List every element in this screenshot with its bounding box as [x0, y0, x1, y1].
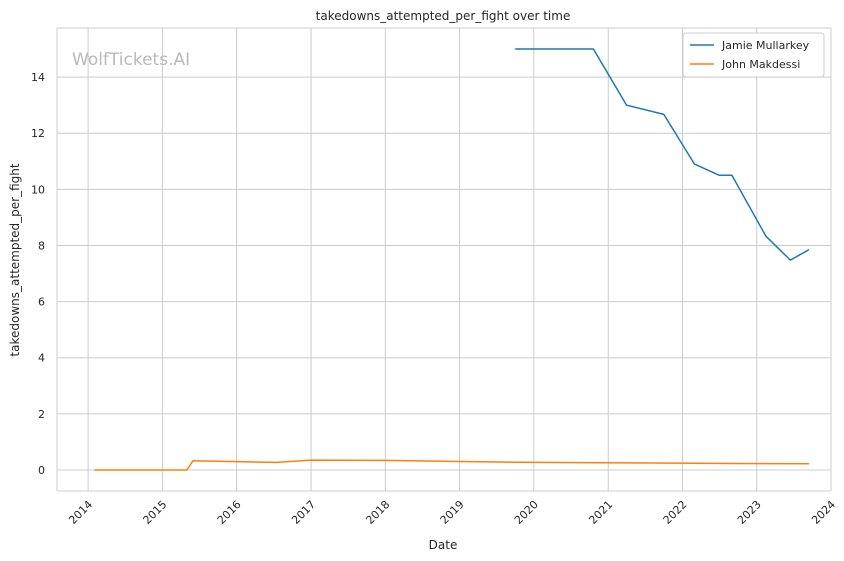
watermark: WolfTickets.AI: [72, 50, 190, 70]
legend-label-jamie-mullarkey: Jamie Mullarkey: [721, 39, 810, 52]
y-tick-label: 14: [31, 71, 45, 84]
chart-title: takedowns_attempted_per_fight over time: [316, 9, 571, 23]
y-axis-label: takedowns_attempted_per_fight: [8, 163, 22, 356]
y-axis-ticks: 0 2 4 6 8 10 12 14: [31, 71, 45, 477]
legend-label-john-makdessi: John Makdessi: [721, 58, 800, 71]
legend: Jamie Mullarkey John Makdessi: [682, 32, 825, 78]
y-tick-label: 2: [38, 408, 45, 421]
series-line-john-makdessi: [94, 459, 810, 471]
y-tick-label: 4: [38, 352, 45, 365]
series-lines: [94, 48, 810, 471]
series-line-jamie-mullarkey: [515, 48, 810, 261]
plot-frame: [56, 27, 832, 492]
y-tick-label: 12: [31, 127, 45, 140]
y-tick-label: 8: [38, 239, 45, 252]
x-axis-ticks: 2014 2015 2016 2017 2018 2019 2020 2021 2022 2023…: [66, 498, 838, 527]
plot-area: [56, 27, 832, 492]
x-axis-label: Date: [429, 538, 458, 552]
y-tick-label: 6: [38, 296, 45, 309]
y-tick-label: 0: [38, 464, 45, 477]
legend-box: [682, 32, 825, 78]
y-tick-label: 10: [31, 183, 45, 196]
